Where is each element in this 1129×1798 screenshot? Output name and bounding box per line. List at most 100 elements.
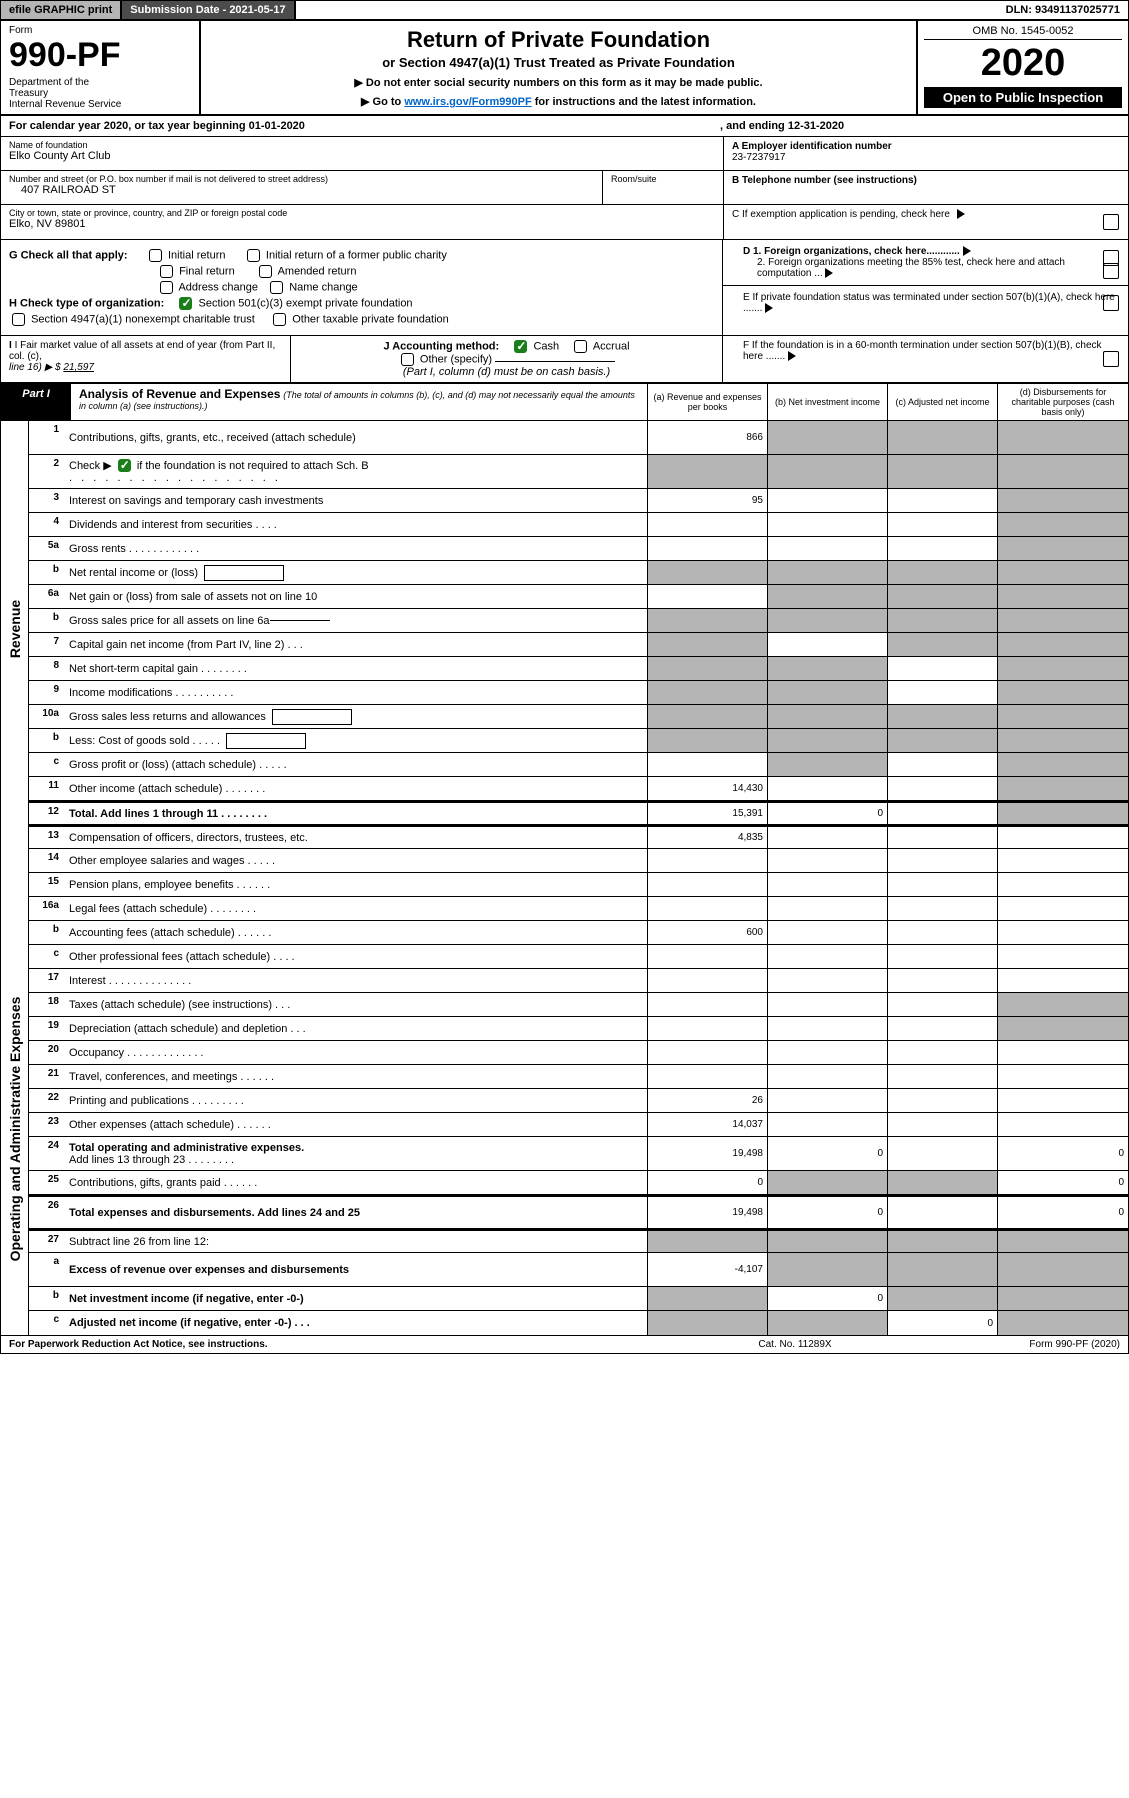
- cell-b: [768, 513, 888, 536]
- cell-a: -4,107: [648, 1253, 768, 1286]
- cell-b: [768, 1089, 888, 1112]
- row-27b: bNet investment income (if negative, ent…: [29, 1287, 1128, 1311]
- irs-link[interactable]: www.irs.gov/Form990PF: [404, 96, 531, 108]
- row-16b: bAccounting fees (attach schedule) . . .…: [29, 921, 1128, 945]
- i-line-label: line 16) ▶ $: [9, 362, 61, 373]
- row-desc: Gross profit or (loss) (attach schedule)…: [63, 753, 648, 776]
- row-7: 7Capital gain net income (from Part IV, …: [29, 633, 1128, 657]
- row-num: 4: [29, 513, 63, 536]
- row-num: c: [29, 753, 63, 776]
- form-note2: ▶ Go to www.irs.gov/Form990PF for instru…: [211, 95, 906, 108]
- d2-text: 2. Foreign organizations meeting the 85%…: [757, 257, 1065, 279]
- row-num: 3: [29, 489, 63, 512]
- row-6a: 6aNet gain or (loss) from sale of assets…: [29, 585, 1128, 609]
- row-desc: Gross rents . . . . . . . . . . . .: [63, 537, 648, 560]
- cell-b: 0: [768, 1137, 888, 1170]
- cell-d: [998, 897, 1128, 920]
- checkbox-other-taxable[interactable]: [273, 313, 286, 326]
- cell-c: [888, 681, 998, 704]
- checkbox-c[interactable]: [1103, 214, 1119, 230]
- row-desc: Net gain or (loss) from sale of assets n…: [63, 585, 648, 608]
- row-desc: Occupancy . . . . . . . . . . . . .: [63, 1041, 648, 1064]
- g-label: G Check all that apply:: [9, 249, 128, 261]
- header-left: Form 990-PF Department of theTreasuryInt…: [1, 21, 201, 114]
- form-footer-label: Form 990-PF (2020): [920, 1339, 1120, 1350]
- cell-a: [648, 993, 768, 1016]
- checkbox-501c3[interactable]: [179, 297, 192, 310]
- j-accrual: Accrual: [593, 340, 630, 352]
- row-num: b: [29, 729, 63, 752]
- cell-b: [768, 827, 888, 848]
- topbar-spacer: [296, 1, 998, 19]
- cell-c: [888, 657, 998, 680]
- cell-b: [768, 561, 888, 584]
- row-desc: Accounting fees (attach schedule) . . . …: [63, 921, 648, 944]
- row-desc: Travel, conferences, and meetings . . . …: [63, 1065, 648, 1088]
- row-24: 24Total operating and administrative exp…: [29, 1137, 1128, 1171]
- other-specify-line: [495, 361, 615, 362]
- cell-c: [888, 561, 998, 584]
- row-num: 26: [29, 1197, 63, 1228]
- part1-grid: Revenue Operating and Administrative Exp…: [1, 421, 1128, 1335]
- checkbox-address-change[interactable]: [160, 281, 173, 294]
- cell-a: [648, 729, 768, 752]
- row-desc: Net rental income or (loss): [63, 561, 648, 584]
- cell-d: [998, 537, 1128, 560]
- checkbox-schb[interactable]: [118, 459, 131, 472]
- calyear-end: , and ending 12-31-2020: [720, 120, 1120, 132]
- checkbox-initial-public[interactable]: [247, 249, 260, 262]
- cell-a: 14,037: [648, 1113, 768, 1136]
- h-row: H Check type of organization: Section 50…: [9, 297, 714, 310]
- checkbox-final-return[interactable]: [160, 265, 173, 278]
- cell-c: [888, 1041, 998, 1064]
- row-19: 19Depreciation (attach schedule) and dep…: [29, 1017, 1128, 1041]
- cell-a: [648, 609, 768, 632]
- cell-d: [998, 609, 1128, 632]
- r24-sub: Add lines 13 through 23 . . . . . . . .: [69, 1154, 234, 1166]
- checkbox-f[interactable]: [1103, 351, 1119, 367]
- col-d-header: (d) Disbursements for charitable purpose…: [998, 384, 1128, 420]
- row-num: 14: [29, 849, 63, 872]
- h-opt1: Section 501(c)(3) exempt private foundat…: [199, 297, 413, 309]
- row-9: 9Income modifications . . . . . . . . . …: [29, 681, 1128, 705]
- row-num: 21: [29, 1065, 63, 1088]
- cell-c: [888, 585, 998, 608]
- row-num: 22: [29, 1089, 63, 1112]
- checkbox-e[interactable]: [1103, 295, 1119, 311]
- checkbox-other-method[interactable]: [401, 353, 414, 366]
- cell-c: [888, 609, 998, 632]
- r2-pre: Check ▶: [69, 460, 115, 472]
- row-num: b: [29, 561, 63, 584]
- row-23: 23Other expenses (attach schedule) . . .…: [29, 1113, 1128, 1137]
- i-text: I Fair market value of all assets at end…: [9, 340, 275, 362]
- checkbox-amended[interactable]: [259, 265, 272, 278]
- cell-c: [888, 945, 998, 968]
- row-num: 5a: [29, 537, 63, 560]
- row-num: c: [29, 945, 63, 968]
- d1-label: D 1. Foreign organizations, check here..…: [743, 246, 960, 257]
- cell-b: [768, 609, 888, 632]
- cell-a: [648, 1287, 768, 1310]
- cell-c: [888, 803, 998, 824]
- row-num: b: [29, 1287, 63, 1310]
- row-num: 18: [29, 993, 63, 1016]
- checkbox-4947[interactable]: [12, 313, 25, 326]
- checkbox-initial-return[interactable]: [149, 249, 162, 262]
- checkbox-name-change[interactable]: [270, 281, 283, 294]
- cell-c: [888, 537, 998, 560]
- row-10c: cGross profit or (loss) (attach schedule…: [29, 753, 1128, 777]
- row-desc: Subtract line 26 from line 12:: [63, 1231, 648, 1252]
- checkbox-accrual[interactable]: [574, 340, 587, 353]
- foundation-name-label: Name of foundation: [9, 140, 715, 150]
- cell-a: [648, 1017, 768, 1040]
- checkbox-cash[interactable]: [514, 340, 527, 353]
- cell-d: 0: [998, 1197, 1128, 1228]
- ein-value: 23-7237917: [732, 152, 1120, 163]
- row-26: 26Total expenses and disbursements. Add …: [29, 1195, 1128, 1229]
- form-note1: ▶ Do not enter social security numbers o…: [211, 76, 906, 89]
- row-desc: Net investment income (if negative, ente…: [63, 1287, 648, 1310]
- phone-label: B Telephone number (see instructions): [732, 175, 1120, 186]
- cell-a: 4,835: [648, 827, 768, 848]
- checkbox-d2[interactable]: [1103, 263, 1119, 279]
- row-21: 21Travel, conferences, and meetings . . …: [29, 1065, 1128, 1089]
